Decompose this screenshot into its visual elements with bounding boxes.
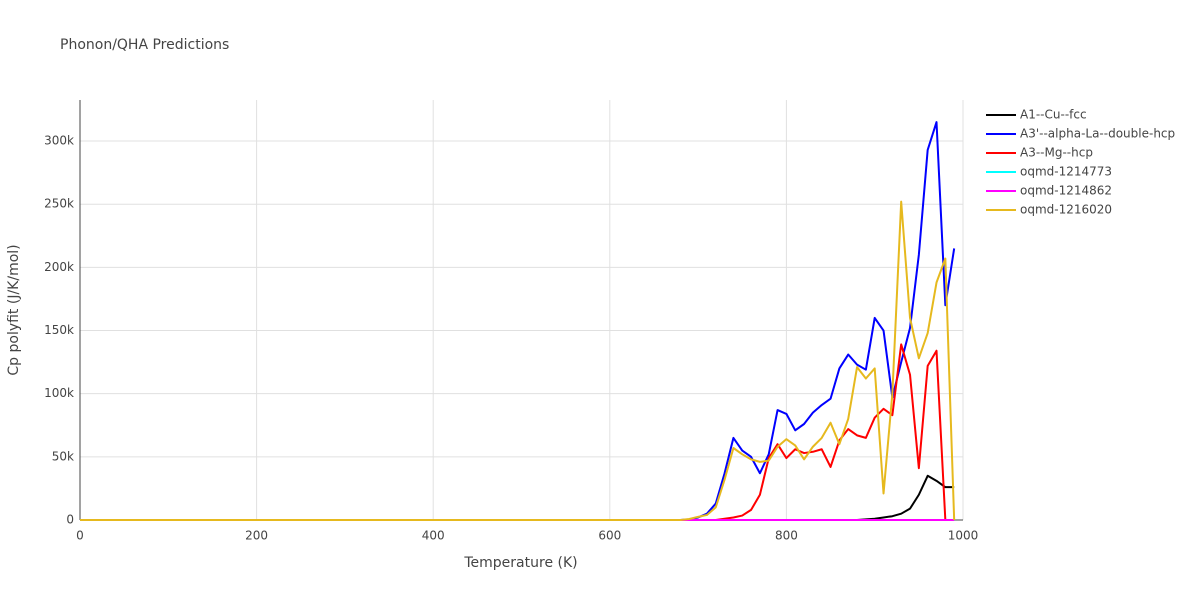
x-tick-label: 400: [422, 529, 445, 543]
x-tick-label: 200: [245, 529, 268, 543]
y-axis-title: Cp polyfit (J/K/mol): [6, 244, 22, 375]
y-tick-label: 50k: [52, 449, 74, 463]
legend-label[interactable]: oqmd-1216020: [1020, 203, 1112, 217]
legend-label[interactable]: A3--Mg--hcp: [1020, 146, 1093, 160]
y-tick-label: 100k: [44, 386, 74, 400]
legend-label[interactable]: oqmd-1214862: [1020, 184, 1112, 198]
chart-title: Phonon/QHA Predictions: [60, 37, 229, 53]
data-line: [80, 343, 947, 521]
legend-label[interactable]: A3'--alpha-La--double-hcp: [1020, 127, 1175, 141]
y-tick-label: 300k: [44, 134, 74, 148]
x-axis-title: Temperature (K): [463, 555, 577, 571]
data-line: [80, 200, 956, 521]
data-line: [80, 121, 956, 521]
data-line: [80, 474, 955, 521]
x-tick-label: 600: [598, 529, 621, 543]
y-tick-label: 150k: [44, 323, 74, 337]
y-tick-label: 200k: [44, 260, 74, 274]
legend-label[interactable]: A1--Cu--fcc: [1020, 108, 1087, 122]
y-tick-label: 0: [66, 513, 74, 527]
legend-label[interactable]: oqmd-1214773: [1020, 165, 1112, 179]
x-tick-label: 0: [76, 529, 84, 543]
y-tick-label: 250k: [44, 197, 74, 211]
x-tick-label: 800: [775, 529, 798, 543]
x-tick-label: 1000: [948, 529, 979, 543]
